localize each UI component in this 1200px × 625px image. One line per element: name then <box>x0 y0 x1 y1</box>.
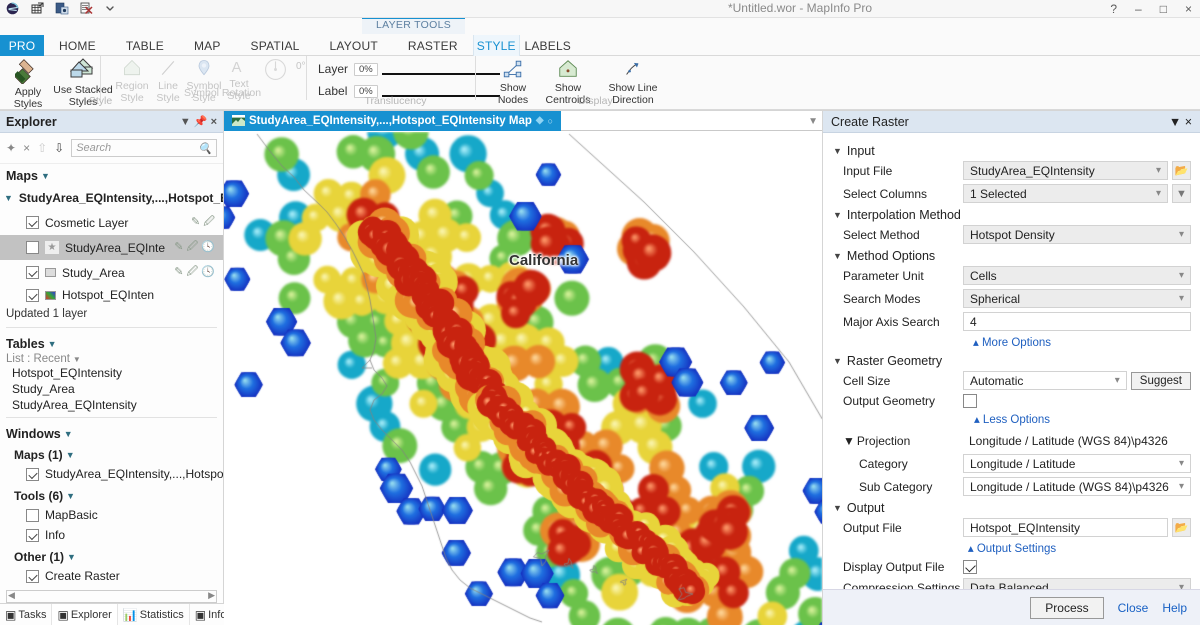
svg-text:A: A <box>232 60 242 76</box>
